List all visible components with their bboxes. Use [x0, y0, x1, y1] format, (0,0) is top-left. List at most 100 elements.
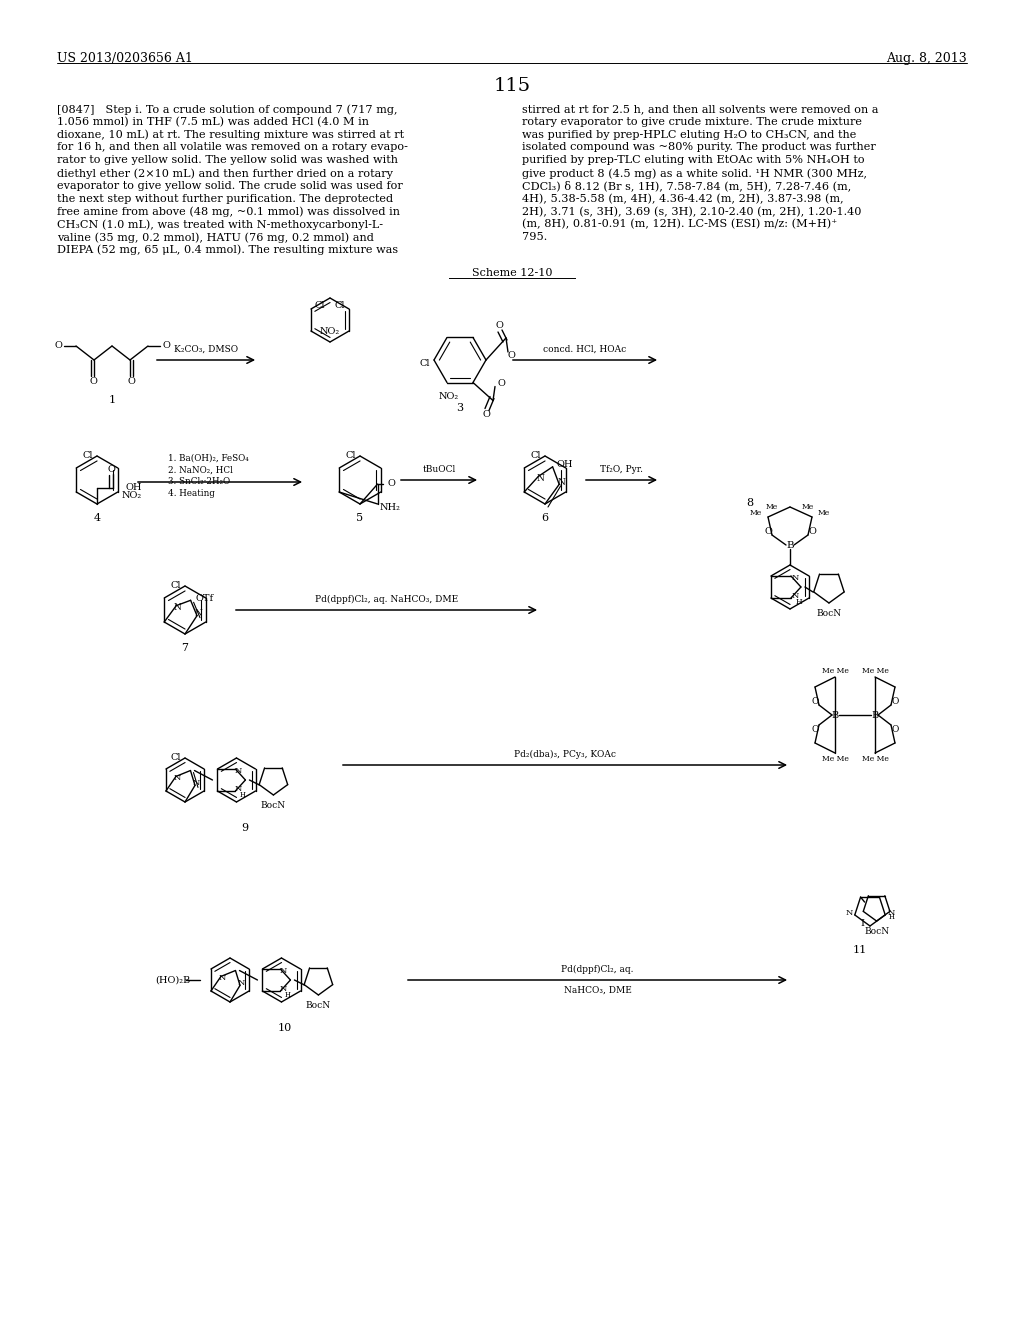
- Text: 795.: 795.: [522, 232, 547, 242]
- Text: O: O: [808, 527, 816, 536]
- Text: OH: OH: [557, 461, 573, 470]
- Text: N: N: [846, 909, 853, 917]
- Text: BocN: BocN: [816, 609, 842, 618]
- Text: NaHCO₃, DME: NaHCO₃, DME: [563, 986, 632, 995]
- Text: for 16 h, and then all volatile was removed on a rotary evapo-: for 16 h, and then all volatile was remo…: [57, 143, 408, 152]
- Text: Me: Me: [818, 510, 830, 517]
- Text: 10: 10: [278, 1023, 292, 1034]
- Text: Me Me: Me Me: [821, 755, 849, 763]
- Text: O: O: [162, 342, 170, 351]
- Text: isolated compound was ~80% purity. The product was further: isolated compound was ~80% purity. The p…: [522, 143, 876, 152]
- Text: diethyl ether (2×10 mL) and then further dried on a rotary: diethyl ether (2×10 mL) and then further…: [57, 168, 393, 178]
- Text: Tf₂O, Pyr.: Tf₂O, Pyr.: [600, 465, 643, 474]
- Text: 6: 6: [542, 513, 549, 523]
- Text: 115: 115: [494, 77, 530, 95]
- Text: 1.056 mmol) in THF (7.5 mL) was added HCl (4.0 M in: 1.056 mmol) in THF (7.5 mL) was added HC…: [57, 116, 369, 127]
- Text: N: N: [557, 478, 565, 487]
- Text: stirred at rt for 2.5 h, and then all solvents were removed on a: stirred at rt for 2.5 h, and then all so…: [522, 104, 879, 114]
- Text: evaporator to give yellow solid. The crude solid was used for: evaporator to give yellow solid. The cru…: [57, 181, 402, 191]
- Text: (m, 8H), 0.81-0.91 (m, 12H). LC-MS (ESI) m/z: (M+H)⁺: (m, 8H), 0.81-0.91 (m, 12H). LC-MS (ESI)…: [522, 219, 838, 230]
- Text: H: H: [796, 598, 802, 606]
- Text: 2. NaNO₂, HCl: 2. NaNO₂, HCl: [168, 466, 232, 474]
- Text: O: O: [495, 322, 503, 330]
- Text: N: N: [234, 785, 242, 793]
- Text: Cl: Cl: [345, 451, 356, 461]
- Text: dioxane, 10 mL) at rt. The resulting mixture was stirred at rt: dioxane, 10 mL) at rt. The resulting mix…: [57, 129, 404, 140]
- Text: B: B: [786, 540, 794, 549]
- Text: 9: 9: [242, 822, 249, 833]
- Text: the next step without further purification. The deprotected: the next step without further purificati…: [57, 194, 393, 203]
- Text: [0847]   Step i. To a crude solution of compound 7 (717 mg,: [0847] Step i. To a crude solution of co…: [57, 104, 397, 115]
- Text: N: N: [218, 974, 225, 982]
- Text: O: O: [508, 351, 516, 360]
- Text: US 2013/0203656 A1: US 2013/0203656 A1: [57, 51, 193, 65]
- Text: O: O: [891, 725, 899, 734]
- Text: Cl: Cl: [171, 582, 181, 590]
- Text: O: O: [388, 479, 395, 488]
- Text: O: O: [54, 342, 61, 351]
- Text: 1: 1: [109, 395, 116, 405]
- Text: O: O: [497, 379, 505, 388]
- Text: 4: 4: [93, 513, 100, 523]
- Text: O: O: [89, 378, 97, 387]
- Text: N: N: [195, 609, 202, 618]
- Text: Pd(dppf)Cl₂, aq. NaHCO₃, DME: Pd(dppf)Cl₂, aq. NaHCO₃, DME: [314, 595, 458, 605]
- Text: Aug. 8, 2013: Aug. 8, 2013: [886, 51, 967, 65]
- Text: I: I: [860, 920, 864, 928]
- Text: 7: 7: [181, 643, 188, 653]
- Text: free amine from above (48 mg, ~0.1 mmol) was dissolved in: free amine from above (48 mg, ~0.1 mmol)…: [57, 206, 400, 216]
- Text: was purified by prep-HPLC eluting H₂O to CH₃CN, and the: was purified by prep-HPLC eluting H₂O to…: [522, 129, 856, 140]
- Text: 2H), 3.71 (s, 3H), 3.69 (s, 3H), 2.10-2.40 (m, 2H), 1.20-1.40: 2H), 3.71 (s, 3H), 3.69 (s, 3H), 2.10-2.…: [522, 206, 861, 216]
- Text: 1. Ba(OH)₂, FeSO₄: 1. Ba(OH)₂, FeSO₄: [168, 454, 249, 462]
- Text: NO₂: NO₂: [439, 392, 459, 401]
- Text: Cl: Cl: [83, 451, 93, 461]
- Text: O: O: [764, 527, 772, 536]
- Text: Me: Me: [750, 510, 762, 517]
- Text: Cl: Cl: [315, 301, 326, 309]
- Text: O: O: [127, 378, 135, 387]
- Text: N: N: [280, 968, 287, 975]
- Text: 11: 11: [853, 945, 867, 954]
- Text: Me: Me: [802, 503, 814, 511]
- Text: O: O: [891, 697, 899, 705]
- Text: Me Me: Me Me: [861, 667, 889, 675]
- Text: CDCl₃) δ 8.12 (Br s, 1H), 7.58-7.84 (m, 5H), 7.28-7.46 (m,: CDCl₃) δ 8.12 (Br s, 1H), 7.58-7.84 (m, …: [522, 181, 851, 191]
- Text: BocN: BocN: [261, 800, 286, 809]
- Text: NO₂: NO₂: [122, 491, 142, 500]
- Text: N: N: [173, 603, 181, 612]
- Text: 4. Heating: 4. Heating: [168, 490, 215, 499]
- Text: NO₂: NO₂: [319, 326, 340, 335]
- Text: N: N: [792, 574, 799, 582]
- Text: N: N: [792, 591, 799, 601]
- Text: give product 8 (4.5 mg) as a white solid. ¹H NMR (300 MHz,: give product 8 (4.5 mg) as a white solid…: [522, 168, 867, 178]
- Text: Me: Me: [766, 503, 778, 511]
- Text: N: N: [193, 779, 200, 788]
- Text: H: H: [240, 791, 246, 799]
- Text: NH₂: NH₂: [380, 503, 400, 512]
- Text: 3. SnCl₂·2H₂O: 3. SnCl₂·2H₂O: [168, 478, 230, 487]
- Text: 8: 8: [746, 498, 754, 508]
- Text: Pd(dppf)Cl₂, aq.: Pd(dppf)Cl₂, aq.: [561, 965, 634, 974]
- Text: O: O: [811, 725, 818, 734]
- Text: Cl: Cl: [171, 754, 181, 763]
- Text: N: N: [238, 979, 245, 987]
- Text: Pd₂(dba)₃, PCy₃, KOAc: Pd₂(dba)₃, PCy₃, KOAc: [514, 750, 616, 759]
- Text: rotary evaporator to give crude mixture. The crude mixture: rotary evaporator to give crude mixture.…: [522, 116, 862, 127]
- Text: Me Me: Me Me: [861, 755, 889, 763]
- Text: B: B: [871, 710, 879, 719]
- Text: BocN: BocN: [306, 1001, 331, 1010]
- Text: N: N: [537, 474, 545, 483]
- Text: CH₃CN (1.0 mL), was treated with N-methoxycarbonyl-L-: CH₃CN (1.0 mL), was treated with N-metho…: [57, 219, 383, 230]
- Text: rator to give yellow solid. The yellow solid was washed with: rator to give yellow solid. The yellow s…: [57, 156, 398, 165]
- Text: 3: 3: [457, 403, 464, 413]
- Text: N: N: [280, 985, 287, 993]
- Text: concd. HCl, HOAc: concd. HCl, HOAc: [544, 345, 627, 354]
- Text: DIEPA (52 mg, 65 μL, 0.4 mmol). The resulting mixture was: DIEPA (52 mg, 65 μL, 0.4 mmol). The resu…: [57, 244, 398, 255]
- Text: OTf: OTf: [196, 594, 214, 603]
- Text: 4H), 5.38-5.58 (m, 4H), 4.36-4.42 (m, 2H), 3.87-3.98 (m,: 4H), 5.38-5.58 (m, 4H), 4.36-4.42 (m, 2H…: [522, 194, 844, 205]
- Text: O: O: [108, 466, 115, 474]
- Text: H: H: [285, 991, 291, 999]
- Text: N: N: [234, 767, 242, 775]
- Text: N: N: [887, 909, 895, 917]
- Text: tBuOCl: tBuOCl: [422, 465, 456, 474]
